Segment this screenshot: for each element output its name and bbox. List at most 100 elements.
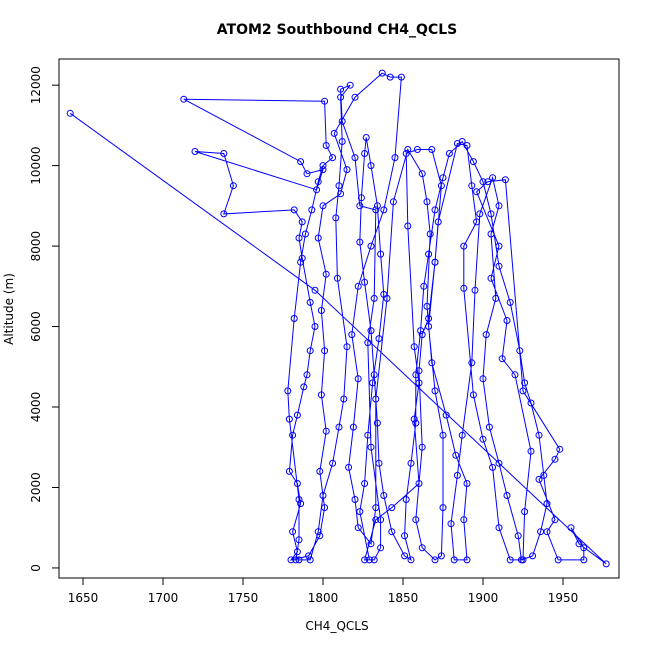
data-point [407,556,415,564]
y-tick-label: 8000 [29,231,43,262]
y-tick-label: 4000 [29,392,43,423]
data-point [404,222,412,230]
data-point [514,532,522,540]
data-point [487,230,495,238]
x-tick-label: 1650 [68,591,99,605]
data-point [220,150,228,157]
data-point [295,556,303,564]
data-point [289,528,297,536]
data-point [364,339,372,347]
data-point [372,516,380,524]
data-point [418,443,426,451]
data-point [554,556,562,564]
data-point [373,202,381,210]
data-point [469,158,477,166]
data-point [292,556,300,564]
data-point [333,274,341,282]
data-point [388,504,396,512]
data-point [428,359,436,367]
data-point [303,170,311,178]
data-point [425,323,433,330]
data-point [426,230,434,238]
data-point [319,202,327,210]
data-point [303,371,311,379]
data-point [361,278,369,286]
data-point [349,423,357,431]
data-point [473,188,481,196]
data-point [437,182,445,190]
data-point [367,242,375,250]
data-point [551,516,559,524]
data-point [316,532,324,540]
data-point [495,524,503,532]
data-point [540,471,548,479]
data-point [476,210,484,218]
data-point [356,238,364,246]
data-point [380,290,388,298]
data-point [489,463,497,471]
data-point [412,371,420,379]
data-point [468,182,476,190]
data-point [191,148,199,155]
data-point [537,528,545,536]
data-point [293,548,301,556]
chart-title: ATOM2 Southbound CH4_QCLS [217,22,457,38]
data-point [412,419,420,427]
data-point [450,556,458,564]
data-point [407,459,415,467]
data-point [386,73,394,81]
data-point [458,138,466,145]
data-point [377,250,385,258]
data-point [372,395,380,403]
data-point [308,206,316,214]
data-point [293,411,301,419]
data-point [495,242,503,250]
data-point [367,443,375,451]
series-line [69,72,607,565]
data-point [295,496,303,503]
data-point [445,150,453,157]
data-point [511,371,519,379]
data-point [367,540,375,548]
data-point [506,556,514,564]
data-point [220,210,228,218]
data-point [460,516,468,524]
data-point [469,391,477,399]
data-point [402,150,410,157]
data-point [412,516,420,524]
data-point [305,552,313,560]
data-point [329,154,337,162]
data-point [314,528,322,536]
y-tick-label: 12000 [29,66,43,104]
data-point [485,423,493,431]
data-point [319,166,327,174]
y-tick-label: 10000 [29,147,43,185]
data-point [329,459,337,467]
data-point [535,431,543,439]
data-point [377,516,385,524]
data-point [482,331,490,339]
data-point [285,415,293,423]
data-point [521,508,529,516]
data-point [428,146,436,153]
data-point [418,331,426,339]
data-point [317,307,325,314]
y-axis: 0 2000 4000 6000 8000 10000 12000 [29,66,60,572]
x-tick-label: 1700 [148,591,179,605]
data-point [311,286,319,294]
data-point [345,463,353,471]
data-point [370,294,378,302]
data-point [458,431,466,439]
data-point [434,218,442,226]
data-point [375,459,383,467]
data-point [580,556,588,564]
data-point [447,520,455,528]
data-point [397,73,405,81]
data-point [338,138,346,145]
y-tick-label: 6000 [29,311,43,342]
data-point [306,298,314,306]
data-point [180,95,188,103]
data-point [351,93,359,101]
data-point [297,500,305,508]
